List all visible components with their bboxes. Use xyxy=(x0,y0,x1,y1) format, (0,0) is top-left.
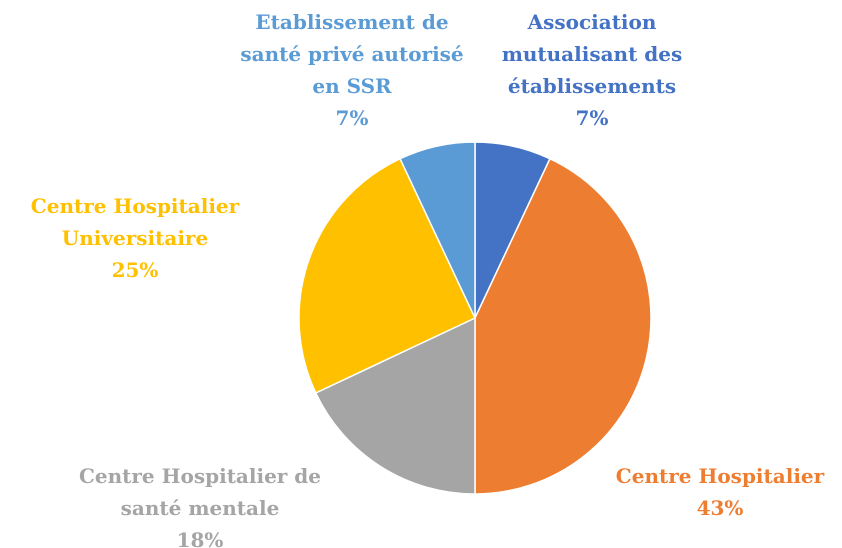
slice-label: Centre Hospitalier 43% xyxy=(590,460,842,524)
slice xyxy=(474,157,652,495)
category-name: Centre Hospitalier xyxy=(615,464,825,488)
value-label: 18% xyxy=(176,528,224,548)
slice-label: Centre Hospitalier de santé mentale 18% xyxy=(70,460,330,548)
category-name: Centre Hospitalier de santé mentale xyxy=(78,464,322,520)
slice-label: Centre Hospitalier Universitaire 25% xyxy=(5,190,265,286)
value-label: 7% xyxy=(335,106,369,130)
slice-label: Etablissement de santé privé autorisé en… xyxy=(235,6,470,134)
category-name: Etablissement de santé privé autorisé en… xyxy=(240,10,464,98)
value-label: 43% xyxy=(696,496,744,520)
slice xyxy=(314,316,476,495)
slice xyxy=(399,141,476,319)
category-name: Centre Hospitalier Universitaire xyxy=(30,194,240,250)
value-label: 7% xyxy=(575,106,609,130)
value-label: 25% xyxy=(111,258,159,282)
slice xyxy=(298,157,476,394)
slice-label: Association mutualisant des établissemen… xyxy=(485,6,700,134)
category-name: Association mutualisant des établissemen… xyxy=(501,10,683,98)
